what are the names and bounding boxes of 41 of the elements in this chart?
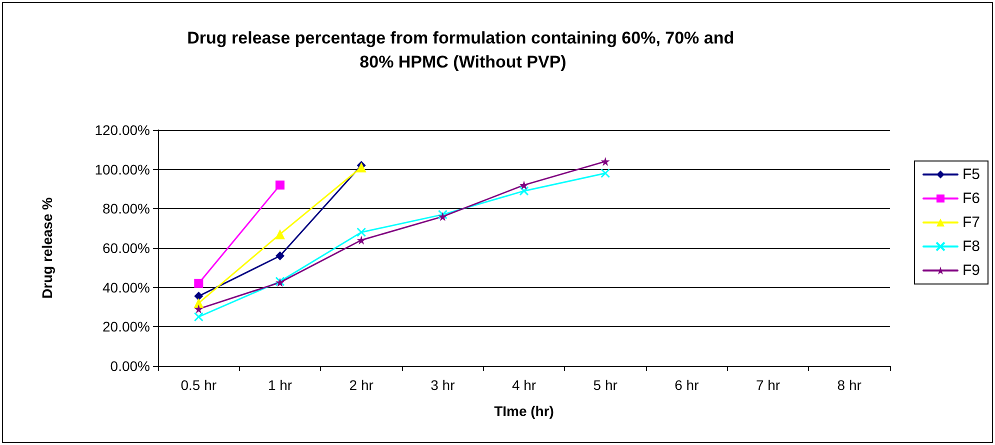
legend-label: F5 — [962, 166, 980, 183]
legend-label: F7 — [962, 214, 980, 231]
x-tick-label: 8 hr — [837, 377, 862, 393]
x-tick-label: 7 hr — [756, 377, 780, 393]
point — [600, 168, 610, 178]
point — [194, 298, 204, 308]
y-tick-label: 100.00% — [94, 161, 150, 178]
point — [600, 156, 610, 166]
x-tick-label: 1 hr — [268, 377, 292, 393]
point — [438, 210, 448, 220]
y-tick-label: 60.00% — [102, 240, 150, 256]
y-tick-label: 80.00% — [102, 200, 150, 217]
x-tick-label: 6 hr — [674, 377, 700, 393]
x-tick-label: 3 hr — [430, 377, 456, 393]
x-tick-label: 5 hr — [593, 377, 618, 393]
point — [276, 180, 284, 190]
legend-label: F8 — [962, 238, 980, 255]
point — [194, 292, 204, 301]
y-tick-label: 0.00% — [110, 358, 150, 374]
x-axis-title: TIme (hr) — [494, 403, 554, 419]
legend-label: F6 — [962, 190, 980, 207]
point — [194, 312, 204, 322]
x-tick-label: 2 hr — [349, 377, 374, 393]
y-tick-label: 40.00% — [102, 279, 150, 296]
point — [520, 180, 528, 190]
point — [356, 162, 366, 172]
point — [276, 251, 284, 260]
x-tick-label: 0.5 hr — [180, 377, 217, 393]
y-tick-label: 120.00% — [94, 122, 150, 138]
y-axis-title: Drug release % — [39, 196, 55, 299]
point — [438, 212, 448, 222]
point — [194, 278, 204, 288]
x-tick-label: 4 hr — [512, 377, 536, 393]
point — [356, 236, 366, 245]
point — [356, 228, 366, 238]
point — [275, 229, 285, 240]
legend-label: F9 — [962, 262, 980, 279]
point — [519, 186, 529, 196]
chart-title: Drug release percentage from formulation containing 60%, 70% and 80% HPMC (Without PVP) — [187, 28, 739, 72]
point — [194, 304, 204, 314]
y-tick-label: 20.00% — [102, 318, 150, 335]
